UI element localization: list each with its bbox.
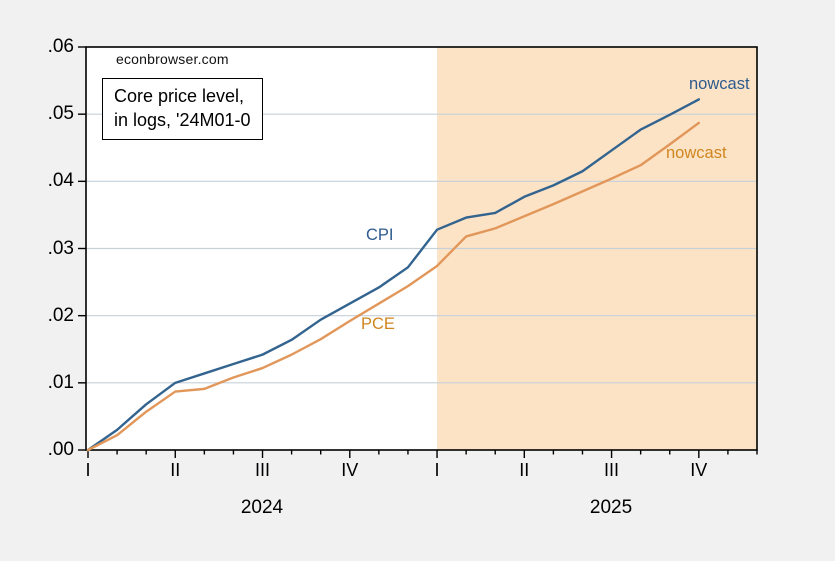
y-tick-label: .00 [47,439,74,460]
y-tick-label: .06 [47,36,74,57]
core-pce-line [86,121,701,452]
annotation-line2: in logs, '24M01-0 [114,109,251,130]
y-tick-label: .04 [47,170,74,192]
year-label: 2025 [589,497,633,518]
x-tick-label: IV [690,460,708,480]
y-tick-label: .02 [47,304,74,326]
watermark-text: econbrowser.com [116,51,229,67]
y-tick-label: .05 [47,103,74,125]
pce-line-label: PCE [361,315,395,333]
y-tick-label: .03 [47,237,74,259]
x-tick-label: III [255,460,271,480]
x-tick-label: II [519,460,530,480]
y-tick-label: .01 [47,371,74,393]
core-cpi-line [86,98,701,452]
cpi-nowcast-label: nowcast [689,75,750,93]
annotation-line1: Core price level, [114,86,245,106]
x-tick-label: III [604,460,620,480]
cpi-line-label: CPI [366,226,394,244]
x-tick-label: I [85,460,91,480]
pce-nowcast-label: nowcast [666,144,727,162]
year-label: 2024 [240,497,284,518]
x-tick-label: IV [341,460,359,480]
x-tick-label: II [170,460,181,480]
annotation-box: Core price level, in logs, '24M01-0 [102,78,263,140]
x-tick-label: I [434,460,440,480]
